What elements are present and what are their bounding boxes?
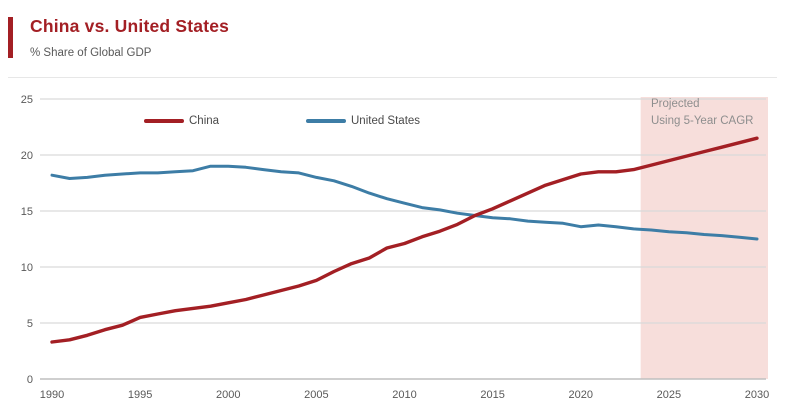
x-tick-label: 2015 xyxy=(480,389,504,401)
page-title: China vs. United States xyxy=(30,16,230,36)
y-tick-label: 15 xyxy=(21,206,33,218)
series-line-united-states xyxy=(50,164,759,241)
projection-annotation: Projected Using 5-Year CAGR xyxy=(651,96,753,130)
x-tick-label: 2010 xyxy=(392,389,416,401)
series-line-china xyxy=(50,136,759,344)
x-tick-label: 1995 xyxy=(128,389,152,401)
x-tick-label: 2000 xyxy=(216,389,240,401)
projection-annotation-line2: Using 5-Year CAGR xyxy=(651,115,754,127)
x-tick-label: 1990 xyxy=(40,389,64,401)
x-tick-label: 2020 xyxy=(569,389,593,401)
x-tick-label: 2030 xyxy=(745,389,769,401)
y-tick-label: 10 xyxy=(21,262,33,274)
y-tick-label: 0 xyxy=(27,374,33,386)
y-tick-label: 25 xyxy=(21,94,33,106)
projection-annotation-line1: Projected xyxy=(651,98,700,110)
title-accent-bar xyxy=(8,17,13,58)
x-tick-label: 2005 xyxy=(304,389,328,401)
page-subtitle: % Share of Global GDP xyxy=(30,47,152,59)
y-tick-label: 20 xyxy=(21,150,33,162)
header-divider xyxy=(8,77,777,78)
y-tick-label: 5 xyxy=(27,318,33,330)
x-tick-label: 2025 xyxy=(657,389,681,401)
